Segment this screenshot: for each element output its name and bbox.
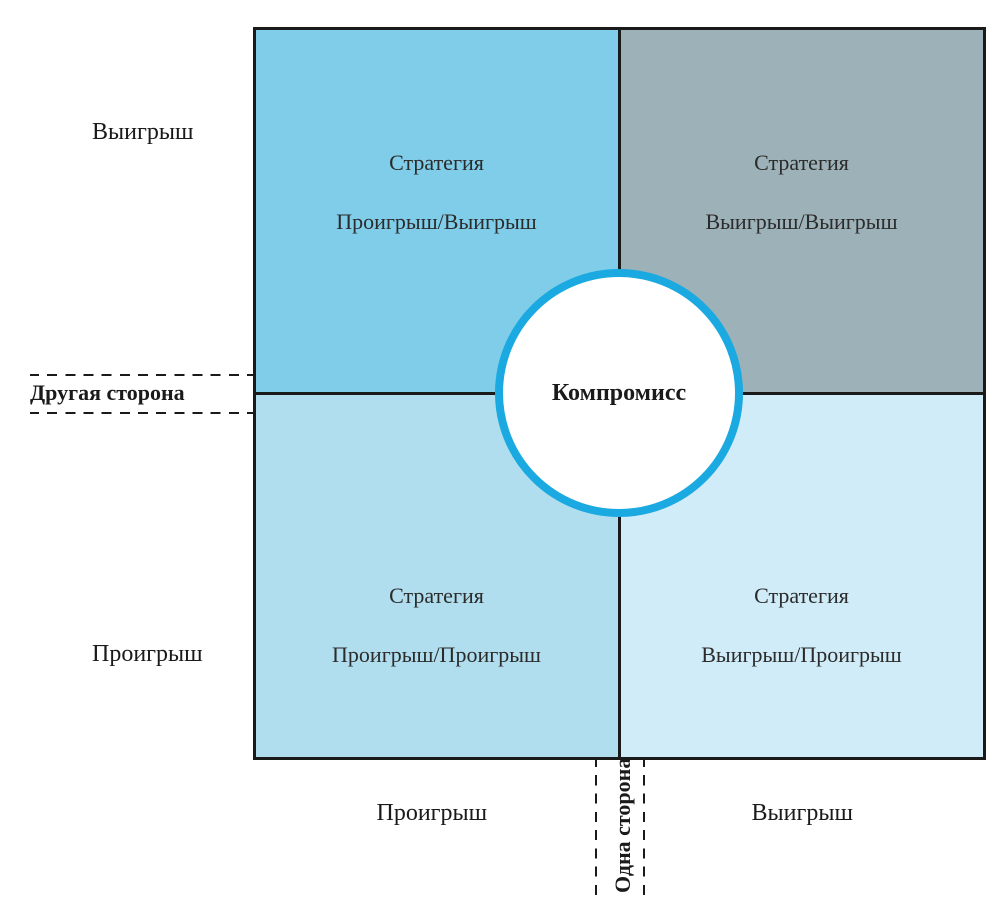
quadrant-top-left-label: Стратегия Проигрыш/Выигрыш: [336, 118, 537, 237]
x-axis-dash-left: [595, 758, 597, 897]
center-circle-label: Компромисс: [552, 380, 686, 407]
quadrant-bottom-left-line2: Проигрыш/Проигрыш: [332, 642, 541, 667]
y-axis-title: Другая сторона: [30, 380, 185, 406]
quadrant-top-left-line2: Проигрыш/Выигрыш: [336, 209, 537, 234]
center-circle: Компромисс: [495, 269, 743, 517]
quadrant-bottom-left-label: Стратегия Проигрыш/Проигрыш: [332, 551, 541, 670]
quadrant-bottom-right-line1: Стратегия: [754, 583, 849, 608]
quadrant-top-right-label: Стратегия Выигрыш/Выигрыш: [705, 118, 897, 237]
x-axis-dash-right: [643, 758, 645, 897]
quadrant-bottom-right-line2: Выигрыш/Проигрыш: [701, 642, 902, 667]
x-axis-title: Одна сторона: [610, 758, 636, 893]
quadrant-top-left-line1: Стратегия: [389, 150, 484, 175]
y-axis-dash-upper: [30, 374, 254, 376]
y-axis-top-label: Выигрыш: [92, 119, 193, 146]
x-axis-right-label: Выигрыш: [752, 800, 853, 827]
quadrant-top-right-line1: Стратегия: [754, 150, 849, 175]
quadrant-top-right-line2: Выигрыш/Выигрыш: [705, 209, 897, 234]
y-axis-dash-lower: [30, 412, 254, 414]
x-axis-left-label: Проигрыш: [377, 800, 488, 827]
diagram-stage: Стратегия Проигрыш/Выигрыш Стратегия Выи…: [0, 0, 1000, 899]
quadrant-bottom-left-line1: Стратегия: [389, 583, 484, 608]
y-axis-bottom-label: Проигрыш: [92, 641, 203, 668]
quadrant-bottom-right-label: Стратегия Выигрыш/Проигрыш: [701, 551, 902, 670]
